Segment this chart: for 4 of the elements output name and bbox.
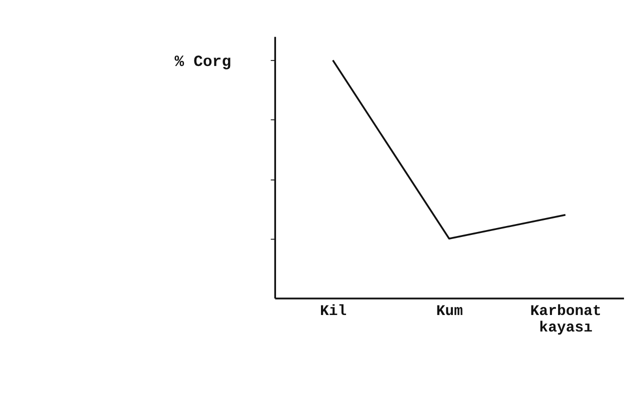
x-tick-label: Karbonat kayası: [530, 304, 602, 337]
x-tick-label: Kil: [320, 304, 347, 320]
y-axis-title: % Corg: [174, 53, 232, 72]
x-tick-label: Kum: [436, 304, 464, 320]
